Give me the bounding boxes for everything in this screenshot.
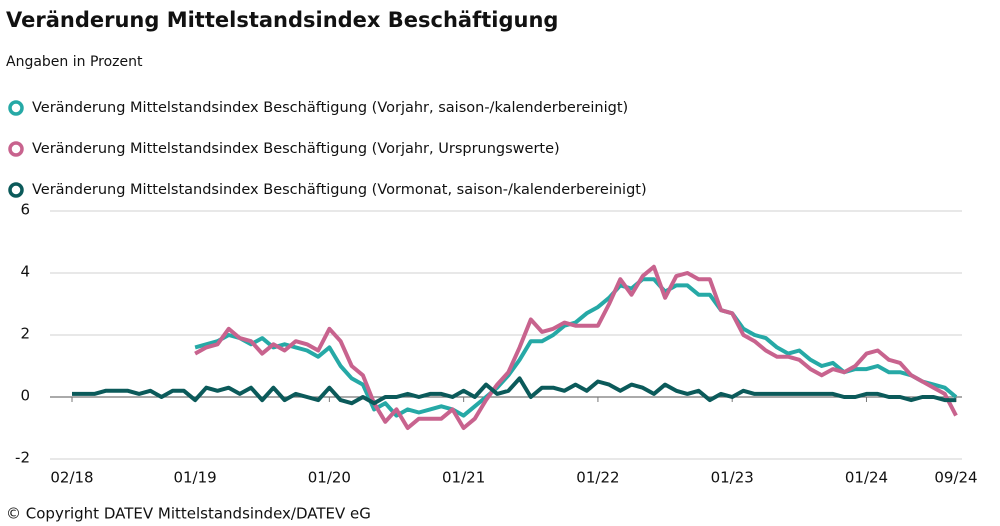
x-tick-label: 09/24: [934, 469, 977, 487]
chart-title: Veränderung Mittelstandsindex Beschäftig…: [6, 8, 558, 32]
series-line: [72, 376, 956, 406]
y-tick-label: 2: [20, 325, 30, 343]
x-tick-label: 01/21: [442, 469, 485, 487]
legend-label: Veränderung Mittelstandsindex Beschäftig…: [32, 100, 628, 116]
x-tick-label: 01/19: [173, 469, 216, 487]
y-tick-label: 0: [20, 387, 30, 405]
legend-marker: [8, 141, 24, 157]
y-tick-label: 6: [20, 201, 30, 219]
y-tick-label: -2: [15, 449, 30, 467]
x-tick-label: 01/20: [308, 469, 351, 487]
y-tick-label: 4: [20, 263, 30, 281]
legend-label: Veränderung Mittelstandsindex Beschäftig…: [32, 141, 560, 157]
x-tick-label: 01/22: [576, 469, 619, 487]
chart-subtitle: Angaben in Prozent: [6, 54, 143, 70]
legend-marker: [8, 182, 24, 198]
legend-marker: [8, 100, 24, 116]
x-tick-label: 02/18: [50, 469, 93, 487]
legend-label: Veränderung Mittelstandsindex Beschäftig…: [32, 182, 647, 198]
x-tick-label: 01/23: [711, 469, 754, 487]
series-line: [194, 264, 958, 430]
footer: © Copyright DATEV Mittelstandsindex/DATE…: [6, 505, 371, 523]
series-line: [194, 277, 958, 418]
x-tick-label: 01/24: [845, 469, 888, 487]
